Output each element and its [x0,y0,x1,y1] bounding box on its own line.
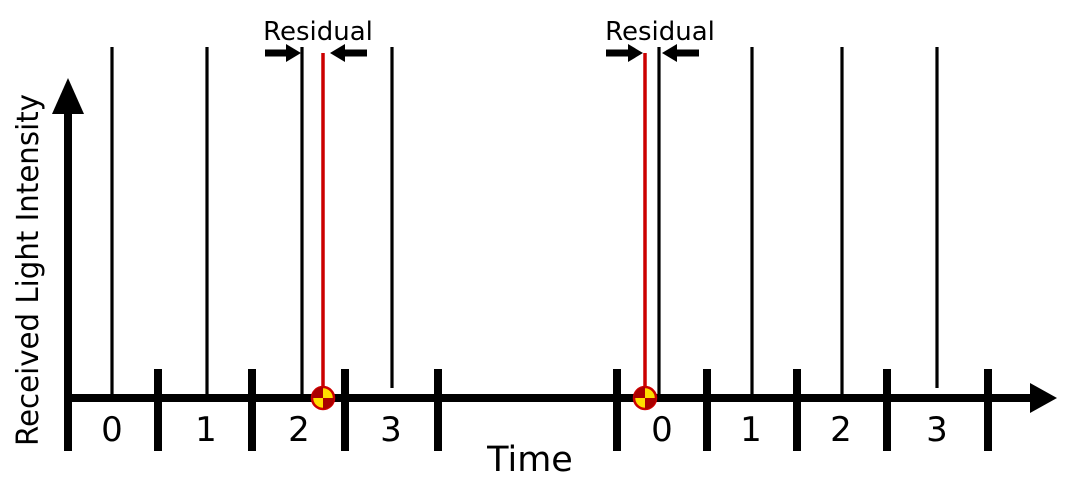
residual-arrow-left-icon [330,44,345,62]
residual-arrow-left-icon [662,44,677,62]
residual-label: Residual [605,17,715,47]
slot-label: 1 [740,410,762,450]
marker-quadrant-top-left [634,387,645,398]
y-axis-arrowhead-icon [52,78,84,114]
residual-annotation: Residual [263,17,373,62]
x-axis-label: Time [486,440,573,480]
pulse-centroid-marker [632,385,658,411]
residual-label: Residual [263,17,373,47]
slot-label: 3 [380,410,402,450]
marker-quadrant-bottom-right [323,398,334,409]
slot-label: 0 [651,410,673,450]
x-axis-arrowhead-icon [1030,383,1057,413]
slot-label: 0 [101,410,123,450]
marker-quadrant-top-left [312,387,323,398]
residual-arrow-right-icon [286,44,301,62]
pulse-centroid-marker [310,385,336,411]
residual-arrow-right-icon [628,44,643,62]
y-axis-label: Received Light Intensity [11,94,46,446]
y-axis: Received Light Intensity [11,78,84,451]
slot-label: 1 [195,410,217,450]
slot-label: 2 [288,410,310,450]
frame-2: Residual 0 1 2 3 [605,17,992,451]
x-axis: Time [64,383,1057,480]
slot-label: 2 [830,410,852,450]
residual-annotation: Residual [605,17,715,62]
slot-label: 3 [926,410,948,450]
frame-1: Residual 0 1 2 3 [101,17,442,451]
marker-quadrant-bottom-right [645,398,656,409]
